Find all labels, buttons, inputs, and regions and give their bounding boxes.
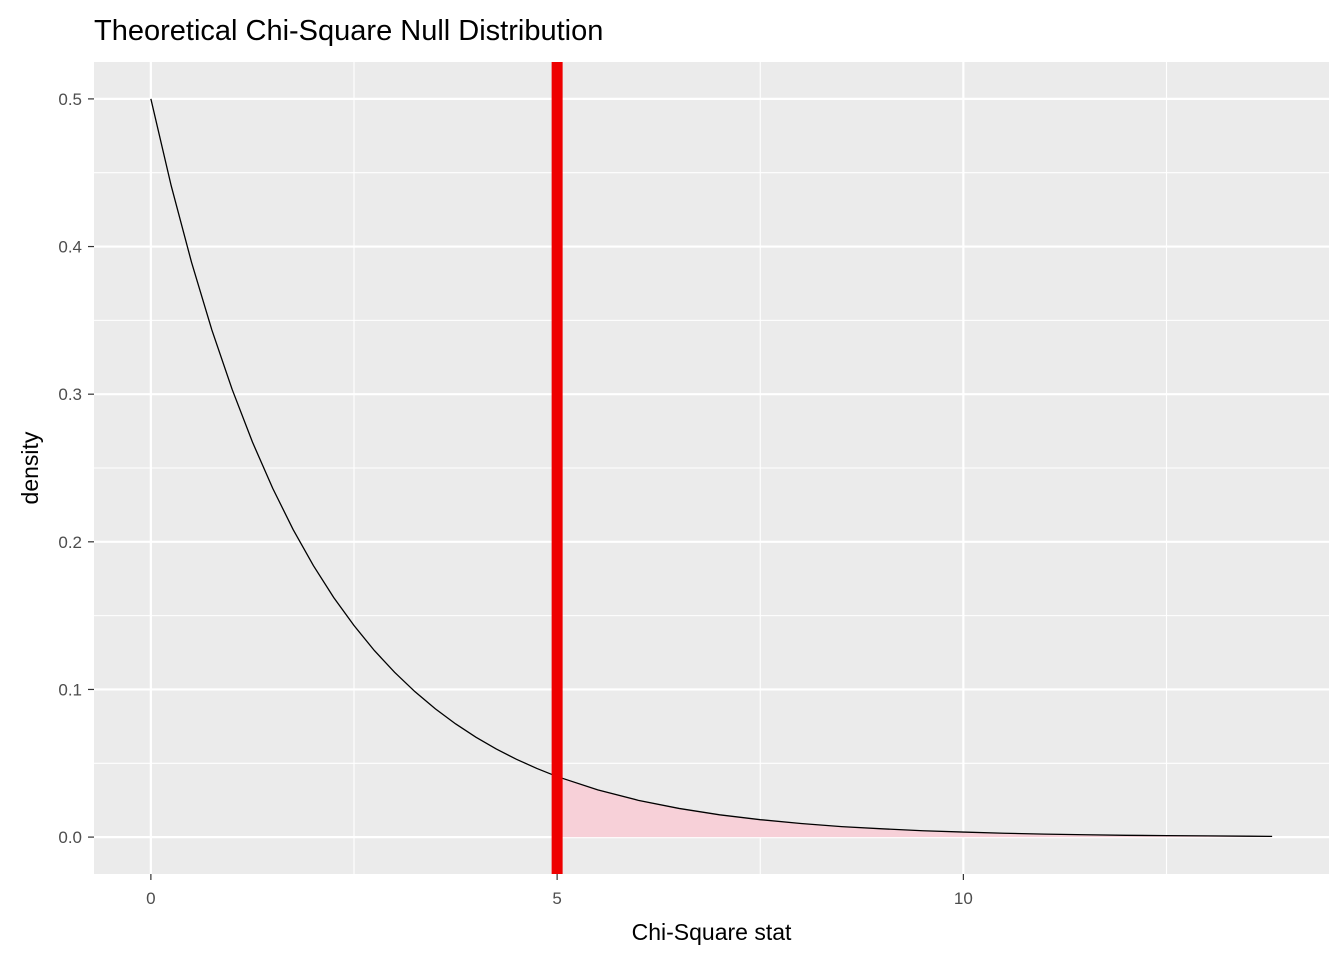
y-axis-title: density [17, 431, 43, 504]
y-tick-label: 0.4 [58, 238, 82, 257]
x-axis-title: Chi-Square stat [632, 919, 792, 945]
density-curve [150, 98, 1273, 838]
y-tick-label: 0.0 [58, 828, 82, 847]
x-tick-label: 10 [954, 889, 973, 908]
y-tick-label: 0.2 [58, 533, 82, 552]
y-tick-label: 0.1 [58, 680, 82, 699]
y-tick-label: 0.3 [58, 385, 82, 404]
x-tick-label: 0 [146, 889, 155, 908]
plot-panel [94, 62, 1329, 874]
x-tick-label: 5 [552, 889, 561, 908]
y-tick-label: 0.5 [58, 90, 82, 109]
shaded-tail-area [557, 776, 1273, 838]
chart-title: Theoretical Chi-Square Null Distribution [94, 15, 603, 47]
